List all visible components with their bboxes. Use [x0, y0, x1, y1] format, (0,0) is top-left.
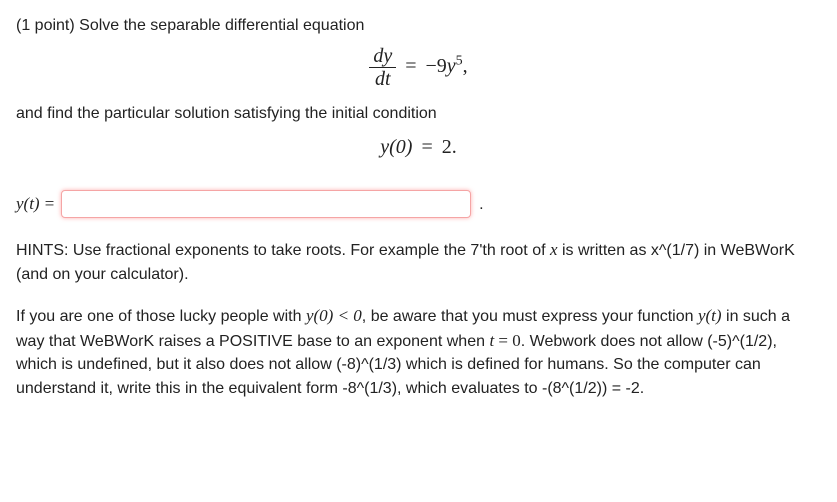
- ic-rhs: 2.: [442, 136, 457, 158]
- frac-denominator: dt: [369, 68, 396, 90]
- rhs-var: y: [447, 55, 456, 77]
- notice-eq0: = 0: [494, 331, 521, 350]
- equals-sign: =: [405, 55, 416, 77]
- rhs-minus: −: [426, 55, 437, 77]
- ic-lhs: y(0): [380, 136, 412, 158]
- notice-p1b: , be aware that you must express your fu…: [362, 308, 698, 325]
- rhs-exp: 5: [456, 54, 463, 69]
- answer-input[interactable]: [61, 190, 471, 218]
- hints-prefix: HINTS: Use fractional exponents to take …: [16, 242, 550, 259]
- notice-paragraph: If you are one of those lucky people wit…: [16, 304, 821, 400]
- notice-cond: y(0) < 0: [306, 306, 362, 325]
- rhs-comma: ,: [463, 55, 468, 77]
- problem-intro: (1 point) Solve the separable differenti…: [16, 14, 821, 37]
- rhs-coeff: 9: [437, 55, 447, 77]
- ic-equals: =: [421, 136, 432, 158]
- hints-var-x: x: [550, 240, 558, 259]
- answer-row: y(t) = .: [16, 190, 821, 218]
- answer-label-eq: =: [44, 192, 55, 217]
- differential-equation: dy dt = −9y5,: [16, 45, 821, 90]
- answer-period: .: [479, 193, 483, 216]
- answer-label-lhs: y(t): [16, 192, 40, 217]
- initial-condition-text: and find the particular solution satisfy…: [16, 102, 821, 125]
- frac-numerator: dy: [369, 45, 396, 68]
- hints-paragraph: HINTS: Use fractional exponents to take …: [16, 238, 821, 286]
- initial-condition: y(0) = 2.: [16, 133, 821, 162]
- notice-p1a: If you are one of those lucky people wit…: [16, 308, 306, 325]
- notice-func: y(t): [698, 306, 722, 325]
